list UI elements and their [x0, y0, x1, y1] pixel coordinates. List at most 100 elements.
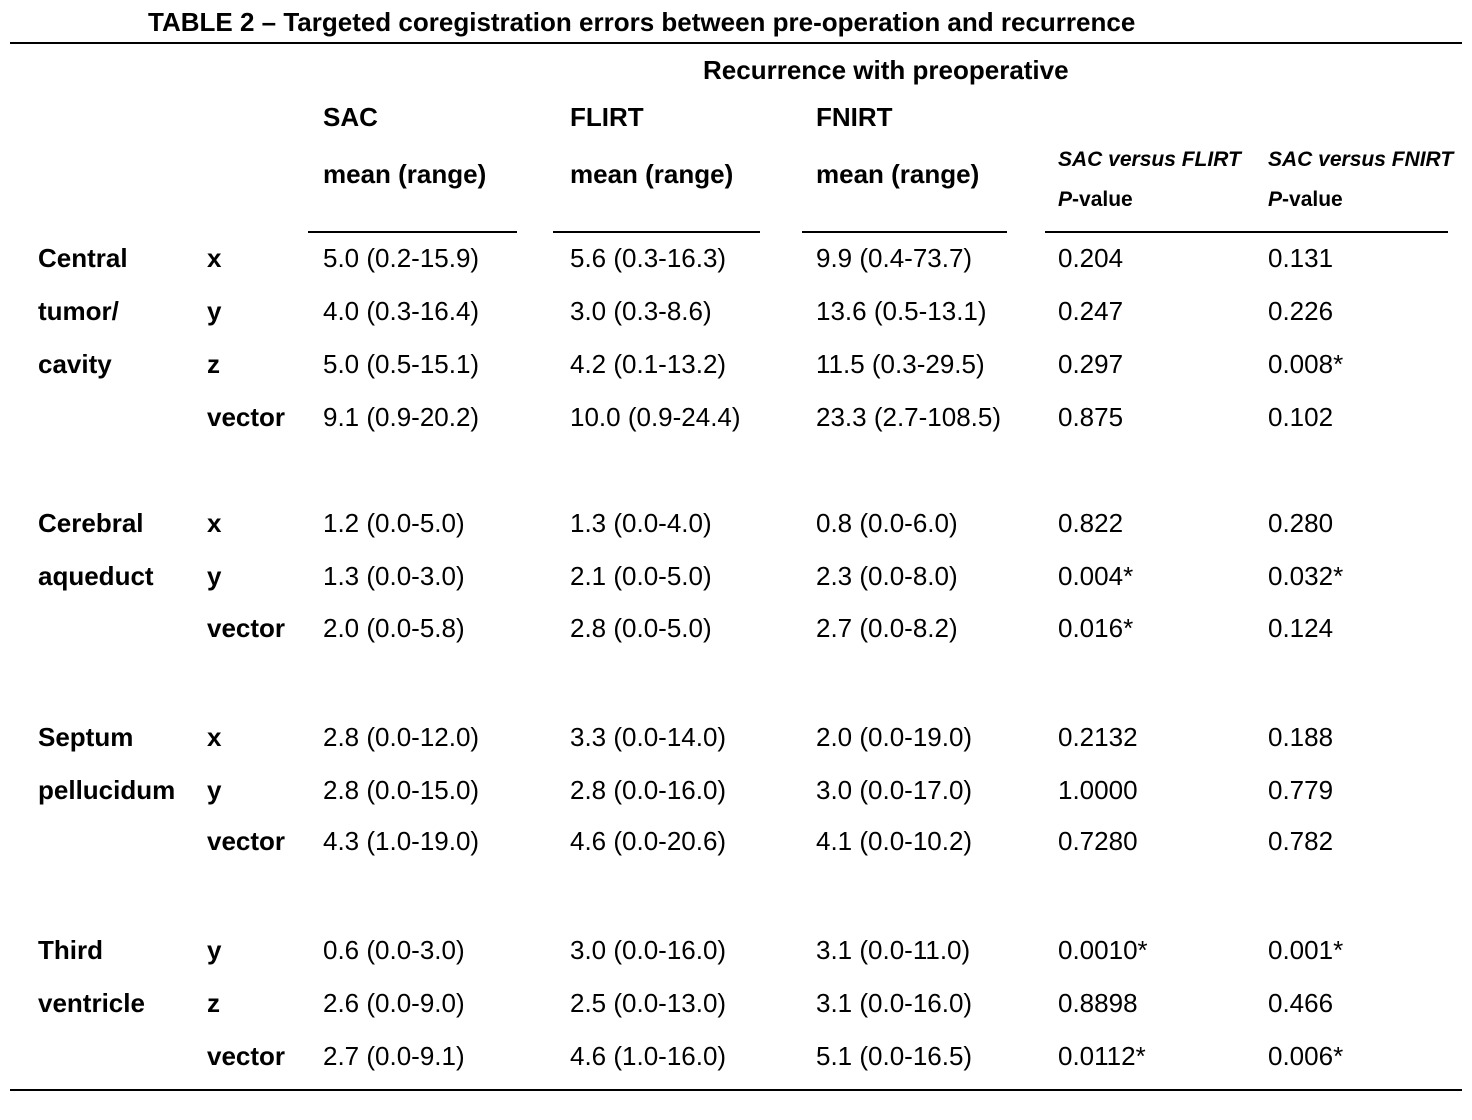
- fnirt-value: 13.6 (0.5-13.1): [816, 296, 987, 326]
- fnirt-value: 3.1 (0.0-16.0): [816, 988, 973, 1018]
- sac-value: 0.6 (0.0-3.0): [323, 935, 465, 965]
- p-sac-vs-flirt: 0.822: [1058, 508, 1124, 538]
- fnirt-value: 3.1 (0.0-11.0): [816, 935, 971, 965]
- fnirt-value: 11.5 (0.3-29.5): [816, 349, 985, 379]
- p-sac-vs-fnirt: 0.226: [1268, 296, 1334, 326]
- flirt-value: 3.3 (0.0-14.0): [570, 722, 727, 752]
- p-sac-vs-fnirt: 0.124: [1268, 613, 1334, 643]
- sac-value: 1.3 (0.0-3.0): [323, 561, 465, 591]
- region-label: tumor/: [38, 296, 119, 326]
- axis-label: y: [207, 296, 222, 326]
- flirt-value: 3.0 (0.0-16.0): [570, 935, 727, 965]
- sac-column-underline: [308, 231, 517, 233]
- sac-value: 5.0 (0.2-15.9): [323, 243, 480, 273]
- fnirt-value: 0.8 (0.0-6.0): [816, 508, 958, 538]
- table-row: vector 2.7 (0.0-9.1) 4.6 (1.0-16.0) 5.1 …: [0, 1029, 1472, 1083]
- table-title: TABLE 2 – Targeted coregistration errors…: [148, 7, 1136, 37]
- sac-value: 2.0 (0.0-5.8): [323, 613, 465, 643]
- p-sac-vs-flirt: 1.0000: [1058, 775, 1138, 805]
- table-row: Septum x 2.8 (0.0-12.0) 3.3 (0.0-14.0) 2…: [0, 710, 1472, 764]
- region-label: Cerebral: [38, 508, 144, 538]
- p-sac-vs-flirt: 0.2132: [1058, 722, 1138, 752]
- fnirt-value: 5.1 (0.0-16.5): [816, 1041, 973, 1071]
- pvalue-label-2: P-value: [1268, 186, 1343, 214]
- table-row: ventricle z 2.6 (0.0-9.0) 2.5 (0.0-13.0)…: [0, 976, 1472, 1030]
- top-rule: [10, 42, 1462, 44]
- flirt-value: 2.5 (0.0-13.0): [570, 988, 727, 1018]
- table-row: Third y 0.6 (0.0-3.0) 3.0 (0.0-16.0) 3.1…: [0, 923, 1472, 977]
- axis-label: y: [207, 775, 222, 805]
- p-sac-vs-flirt: 0.297: [1058, 349, 1124, 379]
- pvalue-rest-2: -value: [1282, 188, 1343, 211]
- column-header-sac-vs-fnirt: SAC versus FNIRT: [1268, 148, 1454, 171]
- p-sac-vs-fnirt: 0.008*: [1268, 349, 1344, 379]
- flirt-value: 3.0 (0.3-8.6): [570, 296, 712, 326]
- fnirt-value: 3.0 (0.0-17.0): [816, 775, 973, 805]
- region-label: Central: [38, 243, 128, 273]
- flirt-value: 1.3 (0.0-4.0): [570, 508, 712, 538]
- p-sac-vs-fnirt: 0.006*: [1268, 1041, 1344, 1071]
- bottom-rule: [10, 1089, 1462, 1091]
- p-sac-vs-flirt: 0.875: [1058, 402, 1124, 432]
- sac-value: 4.0 (0.3-16.4): [323, 296, 480, 326]
- sac-value: 2.6 (0.0-9.0): [323, 988, 465, 1018]
- sac-value: 5.0 (0.5-15.1): [323, 349, 480, 379]
- fnirt-value: 2.7 (0.0-8.2): [816, 613, 958, 643]
- fnirt-value: 2.0 (0.0-19.0): [816, 722, 973, 752]
- column-subheader-flirt: mean (range): [570, 159, 734, 189]
- region-label: Septum: [38, 722, 134, 752]
- column-subheader-sac: mean (range): [323, 159, 487, 189]
- sac-value: 2.7 (0.0-9.1): [323, 1041, 465, 1071]
- spanning-header: Recurrence with preoperative: [703, 55, 1069, 85]
- flirt-value: 2.8 (0.0-5.0): [570, 613, 712, 643]
- p-sac-vs-fnirt: 0.779: [1268, 775, 1334, 805]
- axis-label: vector: [207, 826, 286, 856]
- pvalue-p-2: P: [1268, 188, 1283, 211]
- table-row: tumor/ y 4.0 (0.3-16.4) 3.0 (0.3-8.6) 13…: [0, 284, 1472, 338]
- fnirt-column-underline: [802, 231, 1007, 233]
- sac-value: 9.1 (0.9-20.2): [323, 402, 480, 432]
- p-sac-vs-fnirt: 0.280: [1268, 508, 1334, 538]
- flirt-value: 2.1 (0.0-5.0): [570, 561, 712, 591]
- p-sac-vs-fnirt: 0.001*: [1268, 935, 1344, 965]
- column-header-flirt: FLIRT: [570, 102, 644, 132]
- flirt-value: 4.6 (1.0-16.0): [570, 1041, 727, 1071]
- p-sac-vs-flirt: 0.004*: [1058, 561, 1134, 591]
- region-label: ventricle: [38, 988, 145, 1018]
- table-row: vector 2.0 (0.0-5.8) 2.8 (0.0-5.0) 2.7 (…: [0, 601, 1472, 655]
- region-label: Third: [38, 935, 103, 965]
- p-sac-vs-fnirt: 0.032*: [1268, 561, 1344, 591]
- axis-label: y: [207, 935, 222, 965]
- axis-label: z: [207, 349, 220, 379]
- flirt-value: 2.8 (0.0-16.0): [570, 775, 727, 805]
- axis-label: x: [207, 243, 222, 273]
- fnirt-value: 2.3 (0.0-8.0): [816, 561, 958, 591]
- p-sac-vs-fnirt: 0.188: [1268, 722, 1334, 752]
- column-subheader-fnirt: mean (range): [816, 159, 980, 189]
- axis-label: vector: [207, 1041, 286, 1071]
- region-label: aqueduct: [38, 561, 154, 591]
- p-sac-vs-fnirt: 0.102: [1268, 402, 1334, 432]
- axis-label: x: [207, 722, 222, 752]
- region-label: cavity: [38, 349, 112, 379]
- axis-label: x: [207, 508, 222, 538]
- p-sac-vs-flirt: 0.0010*: [1058, 935, 1148, 965]
- flirt-value: 10.0 (0.9-24.4): [570, 402, 741, 432]
- p-sac-vs-fnirt: 0.131: [1268, 243, 1334, 273]
- column-header-fnirt: FNIRT: [816, 102, 893, 132]
- pvalue-rest-1: -value: [1072, 188, 1133, 211]
- p-sac-vs-fnirt: 0.466: [1268, 988, 1334, 1018]
- pvalue-label-1: P-value: [1058, 186, 1133, 214]
- pvalue-columns-underline: [1045, 231, 1448, 233]
- axis-label: z: [207, 988, 220, 1018]
- column-header-sac-vs-flirt: SAC versus FLIRT: [1058, 148, 1241, 171]
- table-row: pellucidum y 2.8 (0.0-15.0) 2.8 (0.0-16.…: [0, 763, 1472, 817]
- p-sac-vs-flirt: 0.204: [1058, 243, 1124, 273]
- p-sac-vs-flirt: 0.0112*: [1058, 1041, 1146, 1071]
- axis-label: y: [207, 561, 222, 591]
- axis-label: vector: [207, 402, 286, 432]
- p-sac-vs-flirt: 0.247: [1058, 296, 1124, 326]
- axis-label: vector: [207, 613, 286, 643]
- flirt-value: 4.6 (0.0-20.6): [570, 826, 727, 856]
